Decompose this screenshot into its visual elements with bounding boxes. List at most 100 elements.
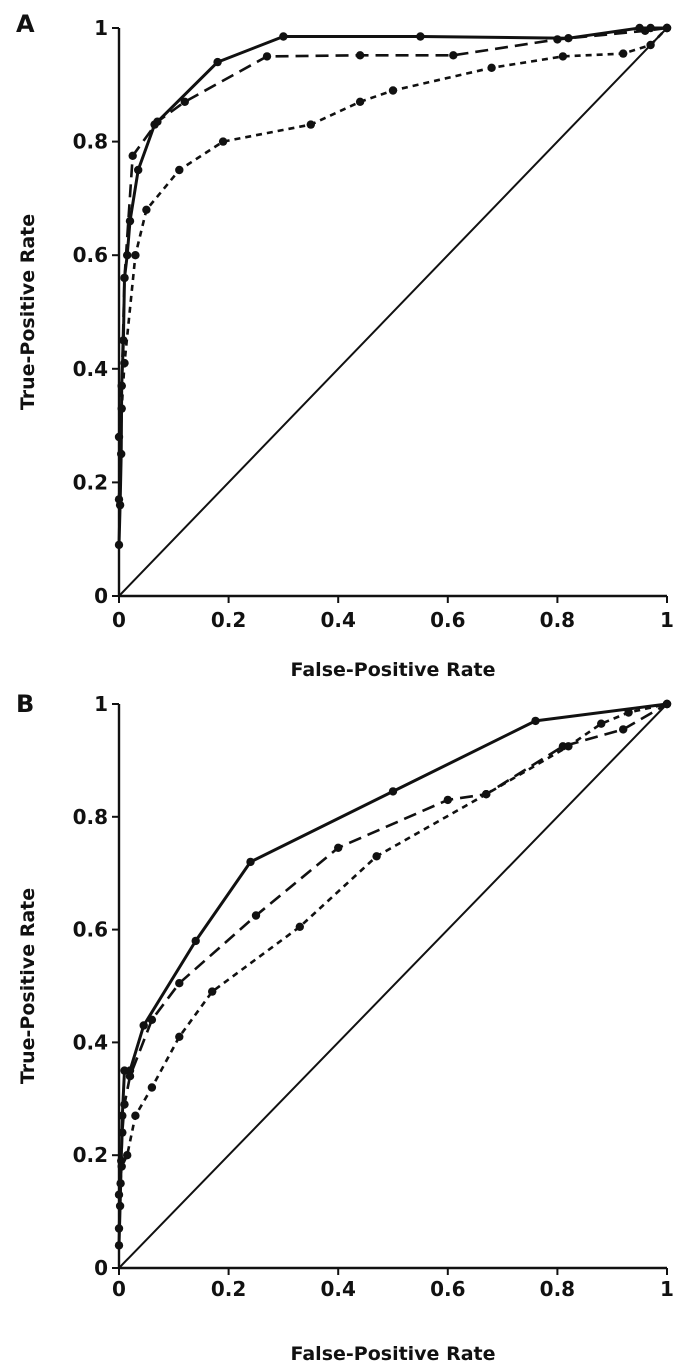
series-dotted-point [175,1032,184,1042]
series-dashed-point [180,97,189,107]
series-dotted-point [131,251,140,260]
y-tick-label: 1 [94,16,108,40]
series-dotted-point [208,987,217,996]
series-dotted-point [662,699,672,709]
series-dashed-point [147,1015,157,1024]
series-solid-point [531,716,540,726]
series-dotted-point [131,1111,140,1120]
series-solid-point [416,32,425,41]
x-tick-label: 0.2 [211,608,246,632]
x-tick-label: 1 [660,608,674,632]
series-dotted-point [147,1083,157,1092]
y-axis-title: True-Positive Rate [17,214,39,410]
series-dashed-point [553,35,562,44]
x-tick-label: 0.6 [430,1277,465,1301]
series-solid-point [191,936,200,946]
series-dotted-point [558,52,568,61]
series-solid-point [279,32,288,41]
series-dashed-line [117,26,668,438]
series-dotted-point [306,120,315,129]
series-dotted-point [123,1151,132,1160]
series-solid-point [125,216,135,226]
series-dashed-point [120,273,129,283]
series-dashed-point [128,151,137,160]
series-dashed-point [262,52,272,61]
series-dotted-point [646,40,655,50]
panel-label: A [16,10,35,38]
y-tick-label: 1 [94,692,108,716]
series-dotted-point [295,922,304,931]
series-dotted-point [482,790,491,799]
series-dashed-point [125,1072,135,1081]
series-dotted-point [142,205,151,214]
series-dashed-point [443,795,452,805]
y-tick-label: 0.2 [73,1143,108,1167]
series-dotted-point [662,23,672,33]
series-dotted-point [117,404,126,413]
series-solid-point [134,165,143,175]
series-dotted-point [114,1190,124,1199]
series-dotted-point [117,1162,126,1171]
y-tick-label: 0 [94,1256,108,1280]
series-dashed-point [355,51,365,60]
series-dotted-point [564,742,573,751]
y-tick-label: 0.4 [73,1030,108,1054]
chance-diagonal-line [118,27,668,597]
series-dotted-point [114,495,124,504]
y-axis-title: True-Positive Rate [17,888,39,1084]
x-tick-label: 1 [660,1277,674,1301]
series-solid-point [246,857,255,867]
y-tick-label: 0.8 [73,130,108,154]
series-dashed-point [118,1128,127,1137]
series-dashed-point [640,26,650,35]
y-tick-label: 0 [94,584,108,608]
series-dotted-point [624,708,633,717]
series-dotted-point [487,63,496,72]
x-tick-label: 0.8 [540,1277,575,1301]
series-solid-point [388,787,398,796]
x-tick-label: 0 [112,608,126,632]
panel-a-chart: 0 0.2 0.4 0.6 0.8 1 0 0.2 0.4 0.6 0.8 1 False-Positi… [16,10,674,681]
x-tick-label: 0.4 [320,1277,355,1301]
series-dashed-point [449,51,458,60]
x-tick-label: 0.8 [540,608,575,632]
series-dotted-point [218,137,228,146]
series-solid-point [213,57,222,67]
x-tick-label: 0 [112,1277,126,1301]
panel-label: B [16,690,34,718]
y-tick-label: 0.4 [73,357,108,381]
y-tick-label: 0.2 [73,470,108,494]
series-dashed-point [175,979,184,988]
series-dashed-point [120,1100,129,1109]
series-solid-point [139,1021,148,1030]
series-solid-point [114,1241,124,1250]
series-dotted-point [597,719,606,728]
series-dotted-line [117,27,668,500]
chance-diagonal-line [118,703,668,1269]
series-solid-line [117,26,667,545]
y-tick-label: 0.8 [73,805,108,829]
series-dotted-point [120,358,129,368]
series-dashed-point [114,1224,124,1233]
series-solid-line [117,702,668,1246]
series-dashed-point [334,843,343,852]
series-dotted-point [619,49,628,58]
series-dotted-point [372,852,381,861]
panel-b-chart: 0 0.2 0.4 0.6 0.8 1 0 0.2 0.4 0.6 0.8 1 False-Positi… [16,690,674,1365]
x-tick-label: 0.4 [320,608,355,632]
x-tick-label: 0.2 [211,1277,246,1301]
series-dotted-point [175,165,184,175]
series-solid-point [114,540,124,550]
series-dotted-point [355,97,365,107]
x-axis-title: False-Positive Rate [291,659,496,681]
series-dotted-point [388,86,398,95]
y-tick-label: 0.6 [73,243,108,267]
series-dashed-point [251,911,261,920]
x-tick-label: 0.6 [430,608,465,632]
x-axis-title: False-Positive Rate [291,1343,496,1365]
series-dashed-line [117,702,668,1229]
y-tick-label: 0.6 [73,918,108,942]
series-dashed-point [153,117,162,126]
series-dotted-line [117,702,668,1195]
